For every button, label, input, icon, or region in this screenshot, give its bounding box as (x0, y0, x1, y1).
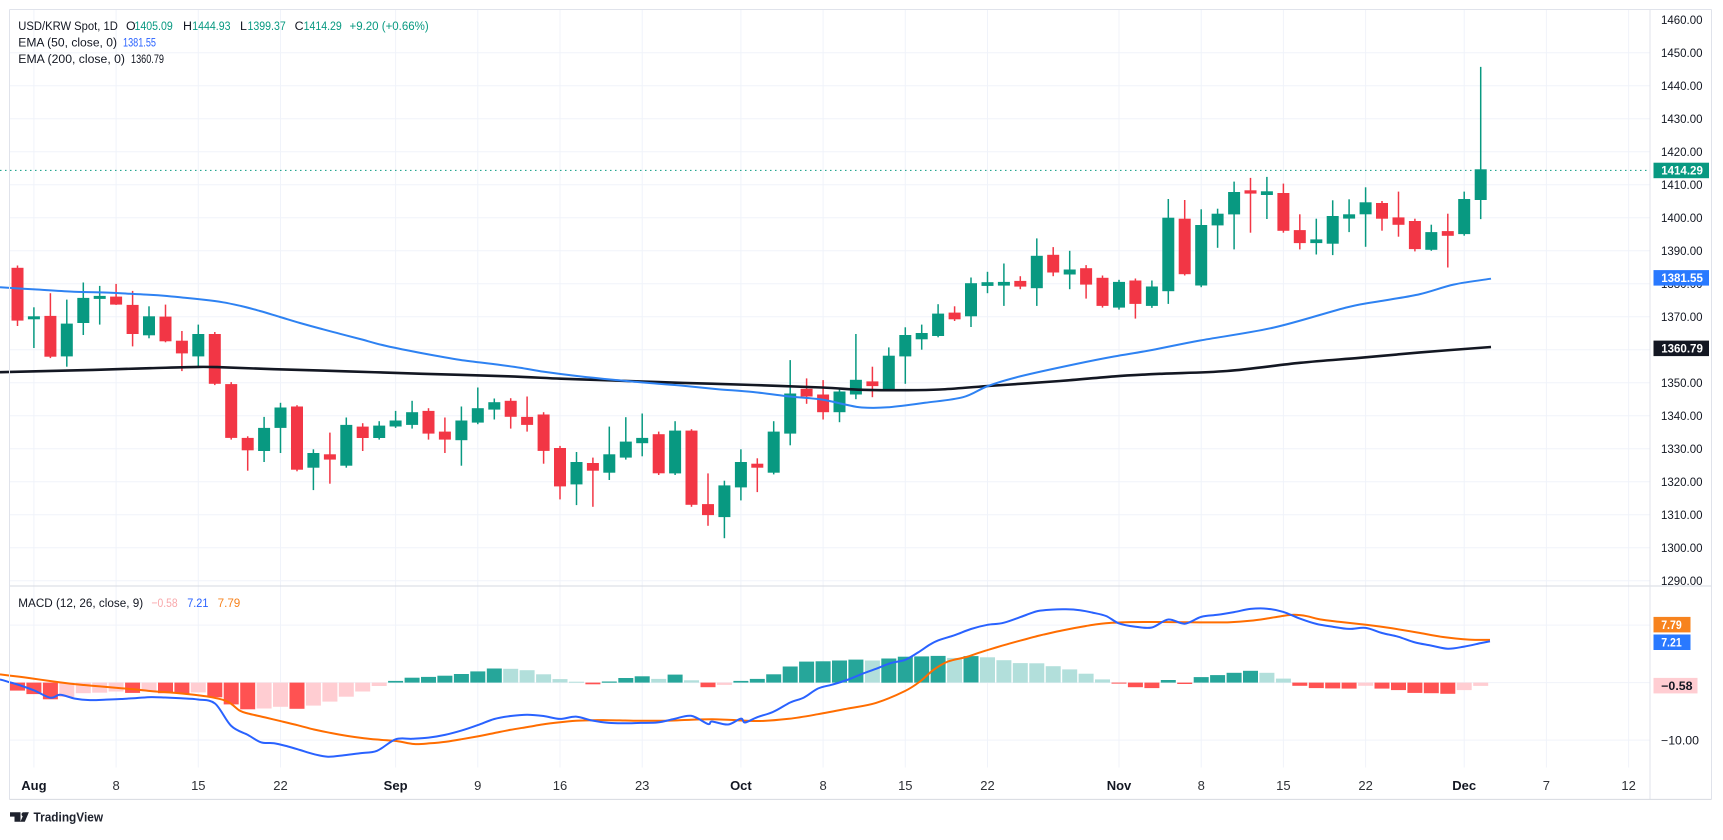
svg-text:Aug: Aug (21, 778, 46, 793)
svg-text:1414.29: 1414.29 (304, 19, 342, 33)
svg-text:Nov: Nov (1107, 778, 1132, 793)
svg-text:Oct: Oct (730, 778, 752, 793)
svg-text:H: H (183, 19, 192, 33)
svg-text:1440.00: 1440.00 (1661, 80, 1703, 93)
svg-text:Sep: Sep (384, 778, 408, 793)
svg-text:7.21: 7.21 (187, 596, 208, 610)
svg-text:7.79: 7.79 (1661, 619, 1682, 632)
svg-text:L: L (240, 19, 247, 33)
svg-text:16: 16 (553, 778, 567, 793)
svg-text:1330.00: 1330.00 (1661, 443, 1703, 456)
svg-text:EMA (50, close, 0): EMA (50, close, 0) (18, 35, 117, 49)
svg-text:15: 15 (1276, 778, 1290, 793)
svg-text:8: 8 (112, 778, 119, 793)
svg-text:1405.09: 1405.09 (135, 19, 173, 33)
svg-text:15: 15 (191, 778, 205, 793)
svg-text:1360.79: 1360.79 (131, 52, 164, 66)
svg-text:1350.00: 1350.00 (1661, 377, 1703, 390)
svg-text:1370.00: 1370.00 (1661, 311, 1703, 324)
svg-text:7.79: 7.79 (218, 596, 241, 610)
svg-text:MACD (12, 26, close, 9): MACD (12, 26, close, 9) (18, 596, 143, 610)
svg-text:EMA (200, close, 0): EMA (200, close, 0) (18, 52, 125, 66)
svg-text:22: 22 (980, 778, 994, 793)
svg-text:15: 15 (898, 778, 912, 793)
svg-text:−0.58: −0.58 (152, 596, 178, 610)
svg-text:1400.00: 1400.00 (1661, 212, 1703, 225)
svg-text:−0.58: −0.58 (1661, 680, 1693, 693)
svg-text:USD/KRW Spot, 1D: USD/KRW Spot, 1D (18, 19, 118, 33)
svg-text:1381.55: 1381.55 (123, 35, 156, 49)
svg-text:TradingView: TradingView (34, 810, 104, 825)
svg-text:1381.55: 1381.55 (1661, 272, 1703, 285)
svg-text:1360.79: 1360.79 (1661, 343, 1703, 356)
svg-text:8: 8 (819, 778, 826, 793)
svg-text:1414.29: 1414.29 (1661, 165, 1703, 178)
svg-text:12: 12 (1621, 778, 1635, 793)
svg-text:1460.00: 1460.00 (1661, 14, 1703, 27)
svg-text:1444.93: 1444.93 (192, 19, 230, 33)
svg-text:1320.00: 1320.00 (1661, 476, 1703, 489)
svg-text:1300.00: 1300.00 (1661, 542, 1703, 555)
svg-text:9: 9 (474, 778, 481, 793)
svg-text:1450.00: 1450.00 (1661, 47, 1703, 60)
svg-text:1310.00: 1310.00 (1661, 509, 1703, 522)
svg-text:1430.00: 1430.00 (1661, 113, 1703, 126)
svg-text:1410.00: 1410.00 (1661, 179, 1703, 192)
svg-text:1420.00: 1420.00 (1661, 146, 1703, 159)
svg-text:−10.00: −10.00 (1661, 734, 1700, 747)
svg-text:8: 8 (1198, 778, 1205, 793)
svg-text:O: O (126, 19, 136, 33)
svg-text:1340.00: 1340.00 (1661, 410, 1703, 423)
svg-text:Dec: Dec (1452, 778, 1476, 793)
svg-text:23: 23 (635, 778, 649, 793)
svg-text:1290.00: 1290.00 (1661, 575, 1703, 588)
svg-text:C: C (295, 19, 304, 33)
svg-text:+9.20 (+0.66%): +9.20 (+0.66%) (350, 19, 429, 33)
svg-text:1390.00: 1390.00 (1661, 245, 1703, 258)
svg-text:7: 7 (1543, 778, 1550, 793)
svg-text:7.21: 7.21 (1661, 637, 1682, 650)
svg-text:22: 22 (1358, 778, 1372, 793)
svg-text:22: 22 (273, 778, 287, 793)
svg-text:1399.37: 1399.37 (248, 19, 286, 33)
